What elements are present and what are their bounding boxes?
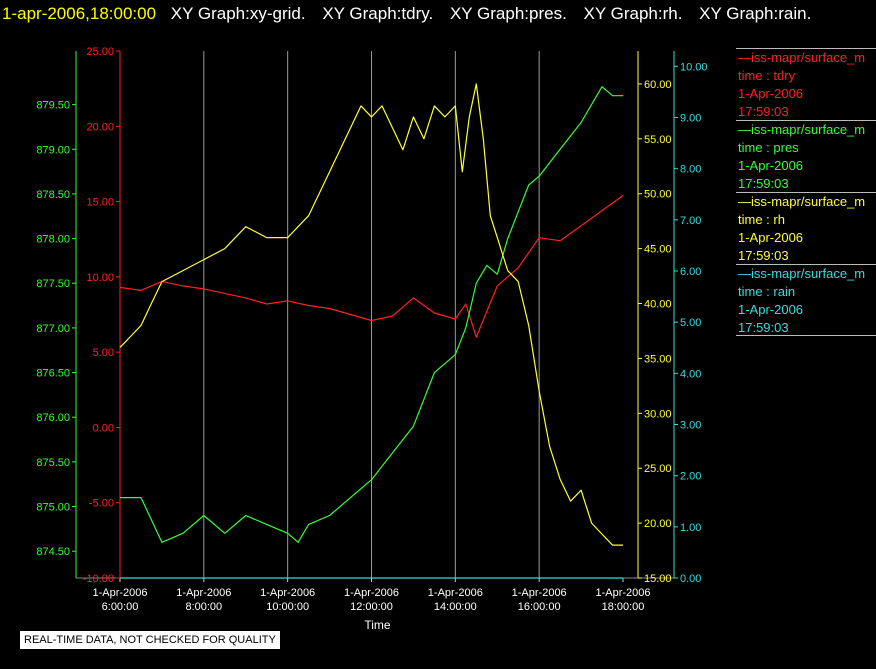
- rh-tick-label: 55.00: [644, 134, 672, 146]
- x-tick-label-date: 1-Apr-2006: [176, 587, 231, 599]
- pres-tick-label: 875.50: [36, 457, 70, 469]
- graph-title-rain: XY Graph:rain.: [699, 4, 812, 23]
- rh-tick-label: 40.00: [644, 299, 672, 311]
- pres-tick-label: 876.00: [36, 412, 70, 424]
- rain-tick-label: 1.00: [680, 522, 701, 534]
- rh-tick-label: 60.00: [644, 79, 672, 91]
- legend-variable: time : rain: [738, 284, 796, 299]
- x-tick-label-time: 10:00:00: [266, 601, 309, 613]
- rain-tick-label: 0.00: [680, 573, 701, 585]
- pres-tick-label: 878.00: [36, 234, 70, 246]
- rh-tick-label: 50.00: [644, 189, 672, 201]
- tdry-tick-label: 20.00: [86, 121, 114, 133]
- x-tick-label-time: 12:00:00: [350, 601, 393, 613]
- pres-tick-label: 877.50: [36, 278, 70, 290]
- pres-tick-label: 876.50: [36, 368, 70, 380]
- series-line-tdry: [119, 195, 624, 338]
- legend-date: 1-Apr-2006: [738, 158, 804, 173]
- series-line-rh: [119, 83, 623, 546]
- legend-time: 17:59:03: [738, 104, 789, 119]
- tdry-tick-label: 5.00: [93, 347, 114, 359]
- pres-tick-label: 879.00: [36, 144, 70, 156]
- legend-entry-rain: —iss-mapr/surface_m time : rain 1-Apr-20…: [736, 264, 876, 336]
- legend: —iss-mapr/surface_m time : tdry 1-Apr-20…: [736, 48, 876, 336]
- x-tick-label-date: 1-Apr-2006: [92, 587, 147, 599]
- legend-variable: time : rh: [738, 212, 785, 227]
- legend-entry-tdry: —iss-mapr/surface_m time : tdry 1-Apr-20…: [736, 48, 876, 120]
- rh-tick-label: 25.00: [644, 463, 672, 475]
- x-tick-label-time: 8:00:00: [185, 601, 222, 613]
- legend-date: 1-Apr-2006: [738, 86, 804, 101]
- rain-tick-label: 3.00: [680, 420, 701, 432]
- tdry-tick-label: 0.00: [93, 422, 114, 434]
- legend-source: —iss-mapr/surface_m: [738, 122, 866, 137]
- legend-variable: time : tdry: [738, 68, 796, 83]
- legend-source: —iss-mapr/surface_m: [738, 194, 866, 209]
- tdry-tick-label: 15.00: [86, 197, 114, 209]
- graph-title-xy-grid: XY Graph:xy-grid.: [170, 4, 306, 23]
- rain-tick-label: 6.00: [680, 266, 701, 278]
- legend-entry-pres: —iss-mapr/surface_m time : pres 1-Apr-20…: [736, 120, 876, 192]
- tdry-tick-label: -5.00: [89, 498, 114, 510]
- x-tick-label-time: 18:00:00: [602, 601, 645, 613]
- quality-note: REAL-TIME DATA, NOT CHECKED FOR QUALITY: [20, 631, 280, 649]
- x-tick-label-date: 1-Apr-2006: [595, 587, 650, 599]
- rh-tick-label: 15.00: [644, 573, 672, 585]
- legend-entry-rh: —iss-mapr/surface_m time : rh 1-Apr-2006…: [736, 192, 876, 264]
- graph-title-tdry: XY Graph:tdry.: [322, 4, 434, 23]
- legend-time: 17:59:03: [738, 320, 789, 335]
- graph-title-rh: XY Graph:rh.: [583, 4, 683, 23]
- rain-tick-label: 4.00: [680, 368, 701, 380]
- pres-tick-label: 878.50: [36, 189, 70, 201]
- legend-source: —iss-mapr/surface_m: [738, 50, 866, 65]
- graph-title-pres: XY Graph:pres.: [449, 4, 567, 23]
- rain-tick-label: 10.00: [680, 61, 708, 73]
- x-tick-label-time: 16:00:00: [518, 601, 561, 613]
- graph-header: 1-apr-2006,18:00:00 XY Graph:xy-grid. XY…: [0, 2, 823, 26]
- rain-tick-label: 9.00: [680, 113, 701, 125]
- x-tick-label-date: 1-Apr-2006: [512, 587, 567, 599]
- legend-time: 17:59:03: [738, 248, 789, 263]
- tdry-tick-label: 25.00: [86, 46, 114, 58]
- rh-tick-label: 45.00: [644, 244, 672, 256]
- timestamp: 1-apr-2006,18:00:00: [2, 4, 157, 23]
- pres-tick-label: 879.50: [36, 100, 70, 112]
- x-tick-label-time: 14:00:00: [434, 601, 477, 613]
- tdry-tick-label: 10.00: [86, 272, 114, 284]
- rh-tick-label: 35.00: [644, 353, 672, 365]
- x-tick-label-date: 1-Apr-2006: [260, 587, 315, 599]
- tdry-tick-label: -10.00: [83, 573, 114, 585]
- rain-tick-label: 2.00: [680, 471, 701, 483]
- legend-date: 1-Apr-2006: [738, 230, 804, 245]
- pres-tick-label: 877.00: [36, 323, 70, 335]
- x-tick-label-date: 1-Apr-2006: [428, 587, 483, 599]
- pres-tick-label: 875.00: [36, 502, 70, 514]
- rain-tick-label: 5.00: [680, 317, 701, 329]
- pres-tick-label: 874.50: [36, 546, 70, 558]
- legend-variable: time : pres: [738, 140, 799, 155]
- rain-tick-label: 8.00: [680, 164, 701, 176]
- legend-source: —iss-mapr/surface_m: [738, 266, 866, 281]
- x-axis-label: Time: [364, 618, 391, 632]
- x-tick-label-time: 6:00:00: [102, 601, 139, 613]
- legend-date: 1-Apr-2006: [738, 302, 804, 317]
- rain-tick-label: 7.00: [680, 215, 701, 227]
- legend-time: 17:59:03: [738, 176, 789, 191]
- rh-tick-label: 20.00: [644, 518, 672, 530]
- x-tick-label-date: 1-Apr-2006: [344, 587, 399, 599]
- rh-tick-label: 30.00: [644, 408, 672, 420]
- series-line-pres: [120, 86, 623, 543]
